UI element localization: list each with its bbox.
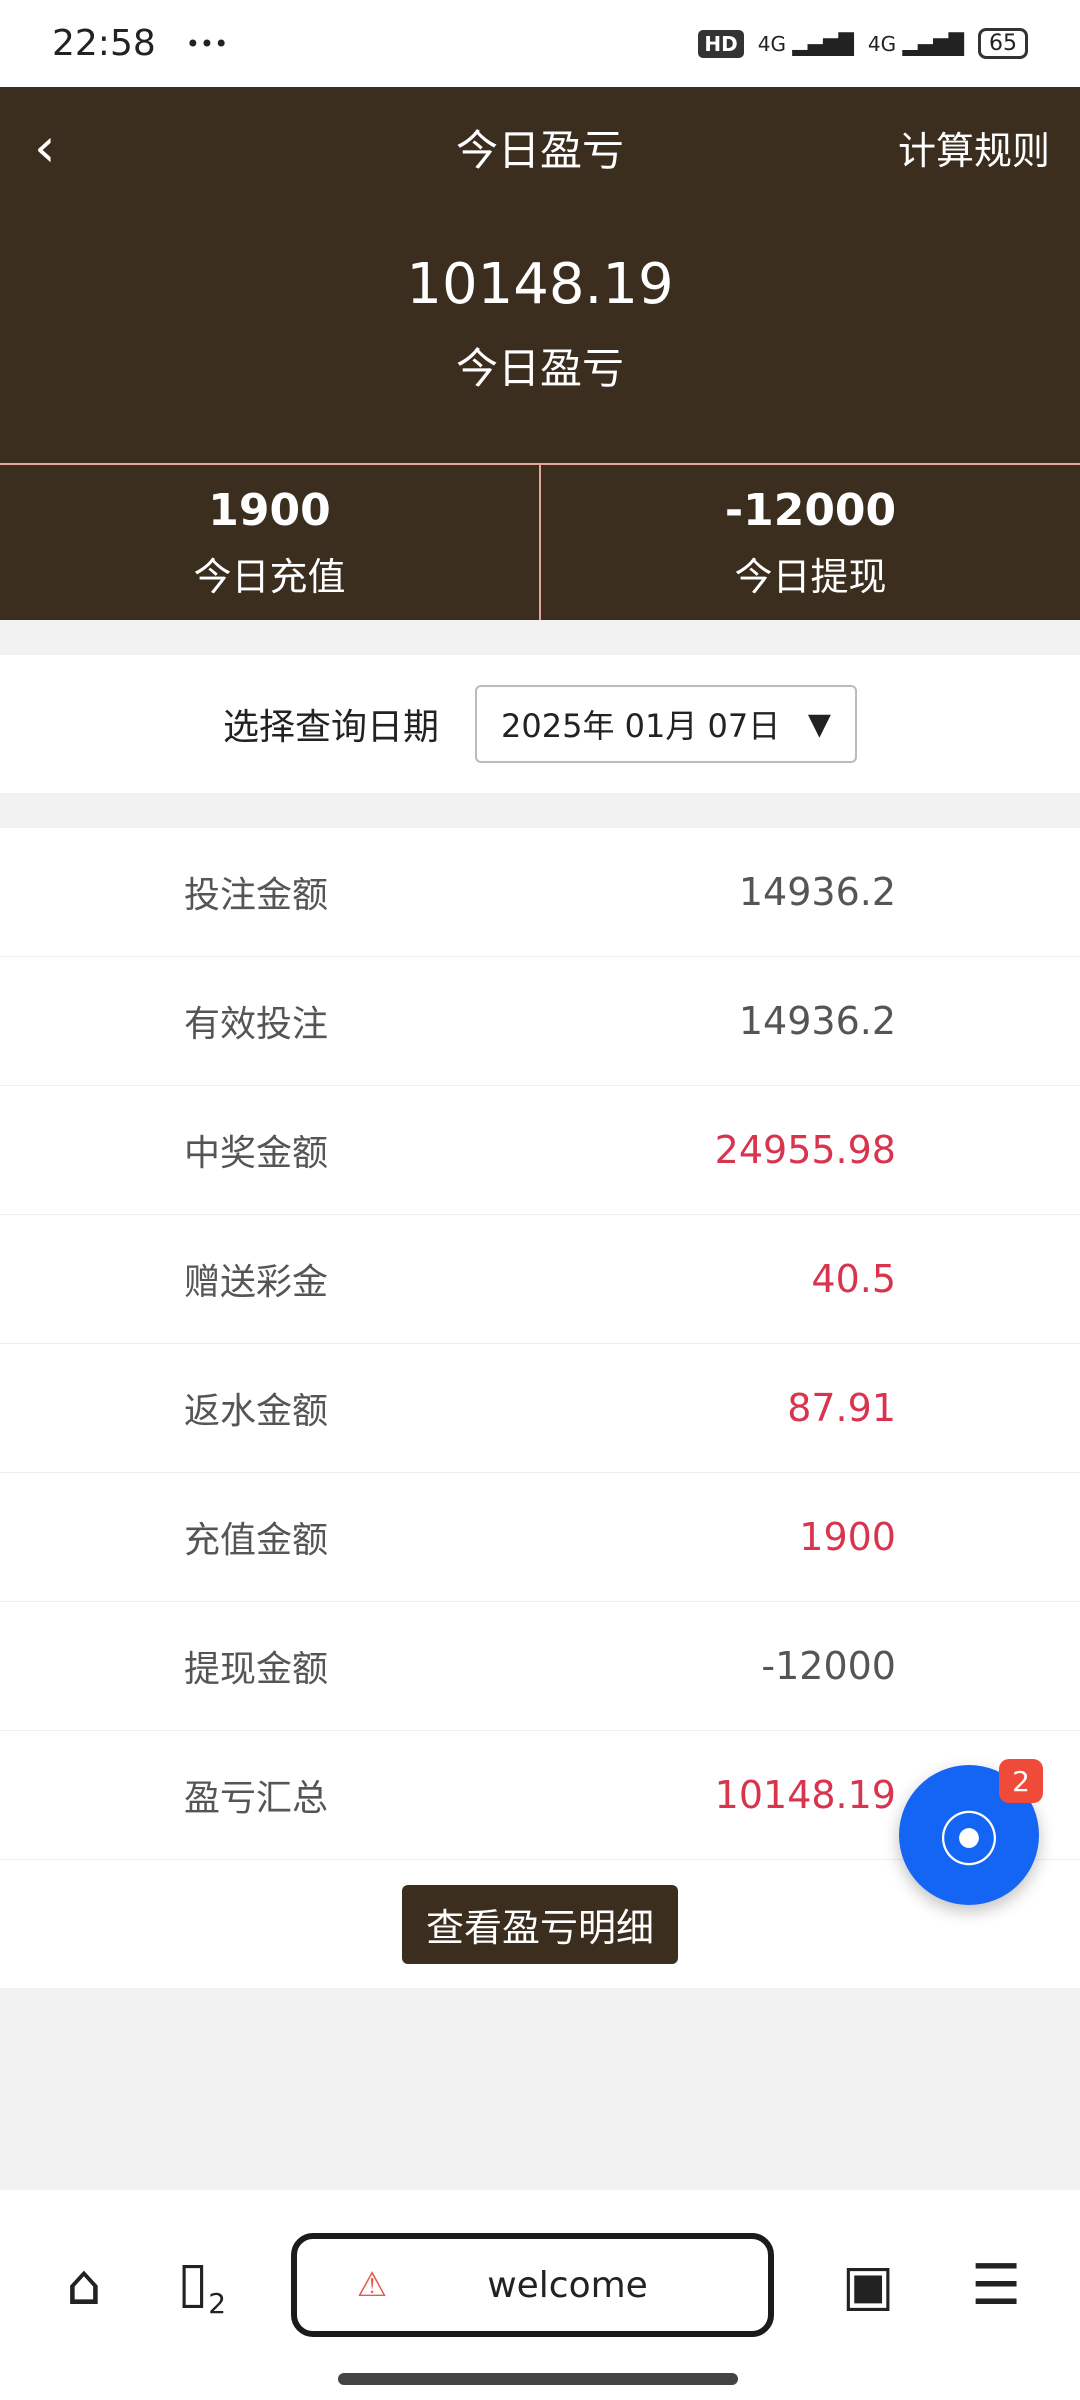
row-label: 有效投注 (184, 1004, 329, 1045)
hd-icon: HD (698, 29, 744, 58)
view-detail-button[interactable]: 查看盈亏明细 (401, 1884, 678, 1964)
stats-row: 1900 今日充值 -12000 今日提现 (0, 463, 1080, 620)
row-value: 24955.98 (714, 1128, 896, 1172)
battery-icon: 65 (978, 28, 1028, 59)
stat-value: 1900 (208, 485, 331, 536)
signal-icon-2: 4G ▂▄▆█ (867, 31, 964, 56)
signal-icon: 4G ▂▄▆█ (757, 31, 854, 56)
date-filter: 选择查询日期 2025年 01月 07日 ▼ (0, 655, 1080, 793)
stat-label: 今日充值 (193, 555, 346, 599)
row-label: 提现金额 (184, 1649, 329, 1690)
row-value: 1900 (799, 1515, 896, 1559)
row-label: 充值金额 (184, 1520, 329, 1561)
date-label: 选择查询日期 (222, 707, 439, 748)
row-label: 投注金额 (184, 875, 329, 916)
caret-down-icon: ▼ (807, 706, 831, 742)
row-value: 14936.2 (738, 999, 896, 1043)
apps-grid-icon[interactable]: ▣ (841, 2252, 895, 2318)
summary-row: 投注金额 14936.2 (0, 828, 1080, 957)
notification-badge: 2 (999, 1759, 1043, 1803)
tabs-icon[interactable]: ▯2 (177, 2249, 227, 2321)
date-select[interactable]: 2025年 01月 07日 ▼ (475, 685, 857, 763)
detail-row: 查看盈亏明细 (0, 1860, 1080, 1988)
today-profit-amount: 10148.19 (406, 252, 674, 317)
broadcast-icon: ⦿ (939, 1805, 999, 1876)
page-title: 今日盈亏 (455, 125, 624, 175)
fab-button[interactable]: ⦿ 2 (899, 1759, 1043, 1905)
more-icon: ••• (185, 29, 229, 58)
summary-row: 充值金额 1900 (0, 1473, 1080, 1602)
row-value: -12000 (761, 1644, 896, 1688)
row-value: 87.91 (787, 1386, 896, 1430)
url-text: welcome (487, 2264, 648, 2306)
stat-recharge: 1900 今日充值 (0, 465, 539, 620)
header: ‹ 今日盈亏 计算规则 10148.19 今日盈亏 (0, 87, 1080, 463)
stat-label: 今日提现 (734, 555, 887, 599)
address-bar[interactable]: ⚠ welcome (290, 2233, 775, 2337)
row-label: 赠送彩金 (184, 1262, 329, 1303)
stat-value: -12000 (724, 485, 897, 536)
status-bar: 22:58 ••• HD 4G ▂▄▆█ 4G ▂▄▆█ 65 (0, 0, 1080, 87)
row-value: 14936.2 (738, 870, 896, 914)
summary-row: 赠送彩金 40.5 (0, 1215, 1080, 1344)
row-value: 10148.19 (714, 1773, 896, 1817)
clock: 22:58 (52, 23, 156, 64)
home-icon[interactable]: ⌂ (66, 2252, 102, 2318)
summary-row: 返水金额 87.91 (0, 1344, 1080, 1473)
warning-icon: ⚠ (356, 2265, 388, 2305)
row-value: 40.5 (811, 1257, 896, 1301)
summary-row: 中奖金额 24955.98 (0, 1086, 1080, 1215)
row-label: 中奖金额 (184, 1133, 329, 1174)
date-value: 2025年 01月 07日 (501, 707, 781, 745)
row-label: 盈亏汇总 (184, 1778, 329, 1819)
summary-list: 投注金额 14936.2 有效投注 14936.2 中奖金额 24955.98 赠送彩金 40… (0, 828, 1080, 1988)
summary-row: 盈亏汇总 10148.19 (0, 1731, 1080, 1860)
back-icon[interactable]: ‹ (34, 115, 56, 179)
calc-rules-link[interactable]: 计算规则 (897, 128, 1050, 173)
row-label: 返水金额 (184, 1391, 329, 1432)
today-profit-label: 今日盈亏 (455, 344, 624, 393)
stat-withdraw: -12000 今日提现 (539, 465, 1080, 620)
summary-row: 有效投注 14936.2 (0, 957, 1080, 1086)
summary-row: 提现金额 -12000 (0, 1602, 1080, 1731)
gesture-handle (338, 2373, 738, 2385)
menu-icon[interactable]: ☰ (970, 2252, 1022, 2318)
browser-bottom-bar: ⌂ ▯2 ⚠ welcome ▣ ☰ (0, 2190, 1080, 2400)
